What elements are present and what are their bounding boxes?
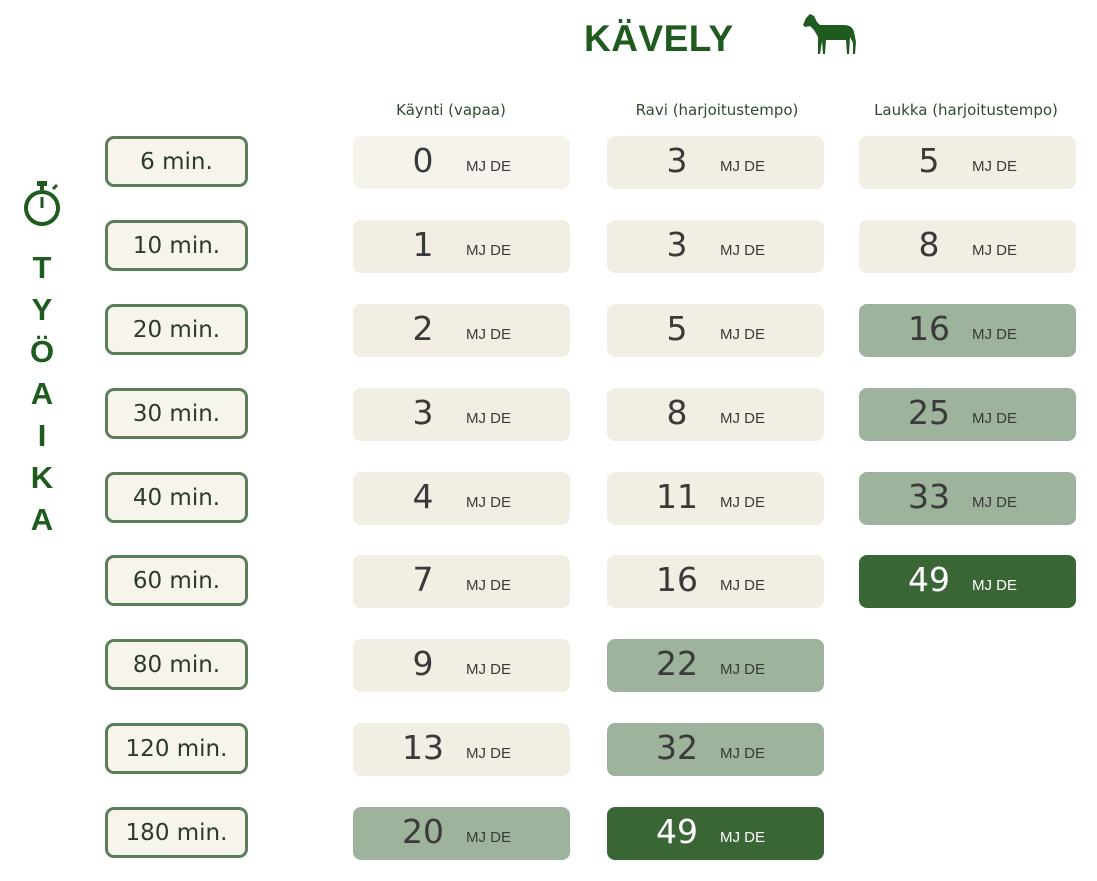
ravi-cell: 3 MJ DE bbox=[607, 220, 824, 273]
ravi-value: 3 bbox=[666, 225, 688, 264]
ravi-value: 16 bbox=[656, 560, 698, 599]
unit-label: MJ DE bbox=[972, 410, 1017, 427]
unit-label: MJ DE bbox=[720, 242, 765, 259]
unit-label: MJ DE bbox=[466, 829, 511, 846]
unit-label: MJ DE bbox=[720, 577, 765, 594]
kaynti-value: 2 bbox=[412, 309, 434, 348]
unit-label: MJ DE bbox=[720, 661, 765, 678]
kaynti-cell: 2 MJ DE bbox=[353, 304, 570, 357]
unit-label: MJ DE bbox=[466, 326, 511, 343]
horse-icon bbox=[803, 14, 856, 54]
vertical-letter: Ö bbox=[29, 334, 55, 369]
laukka-value: 25 bbox=[908, 393, 950, 432]
vertical-letter: A bbox=[30, 502, 54, 537]
ravi-cell: 8 MJ DE bbox=[607, 388, 824, 441]
kaynti-cell: 13 MJ DE bbox=[353, 723, 570, 776]
laukka-value: 49 bbox=[908, 560, 950, 599]
time-box: 60 min. bbox=[105, 555, 248, 606]
vertical-letter: Y bbox=[31, 292, 53, 327]
ravi-value: 5 bbox=[666, 309, 688, 348]
kaynti-cell: 7 MJ DE bbox=[353, 555, 570, 608]
time-box: 6 min. bbox=[105, 136, 248, 187]
ravi-value: 49 bbox=[656, 812, 698, 851]
kaynti-cell: 20 MJ DE bbox=[353, 807, 570, 860]
ravi-cell: 22 MJ DE bbox=[607, 639, 824, 692]
unit-label: MJ DE bbox=[466, 410, 511, 427]
laukka-value: 5 bbox=[918, 141, 940, 180]
time-box: 40 min. bbox=[105, 472, 248, 523]
unit-label: MJ DE bbox=[720, 158, 765, 175]
unit-label: MJ DE bbox=[720, 410, 765, 427]
unit-label: MJ DE bbox=[466, 745, 511, 762]
laukka-cell: 33 MJ DE bbox=[859, 472, 1076, 525]
laukka-cell: 49 MJ DE bbox=[859, 555, 1076, 608]
vertical-letter: T bbox=[32, 250, 52, 285]
kaynti-cell: 1 MJ DE bbox=[353, 220, 570, 273]
vertical-letter: I bbox=[37, 418, 47, 453]
vertical-letter: A bbox=[30, 376, 54, 411]
column-header-ravi: Ravi (harjoitustempo) bbox=[635, 101, 799, 119]
kaynti-cell: 0 MJ DE bbox=[353, 136, 570, 189]
unit-label: MJ DE bbox=[720, 494, 765, 511]
laukka-cell: 25 MJ DE bbox=[859, 388, 1076, 441]
laukka-value: 16 bbox=[908, 309, 950, 348]
unit-label: MJ DE bbox=[972, 326, 1017, 343]
time-box: 30 min. bbox=[105, 388, 248, 439]
unit-label: MJ DE bbox=[720, 326, 765, 343]
kaynti-value: 7 bbox=[412, 560, 434, 599]
time-box: 10 min. bbox=[105, 220, 248, 271]
unit-label: MJ DE bbox=[972, 158, 1017, 175]
kaynti-value: 9 bbox=[412, 644, 434, 683]
kaynti-value: 20 bbox=[402, 812, 444, 851]
kaynti-cell: 3 MJ DE bbox=[353, 388, 570, 441]
column-header-kaynti: Käynti (vapaa) bbox=[396, 101, 506, 119]
time-box: 180 min. bbox=[105, 807, 248, 858]
ravi-cell: 11 MJ DE bbox=[607, 472, 824, 525]
unit-label: MJ DE bbox=[720, 745, 765, 762]
unit-label: MJ DE bbox=[972, 577, 1017, 594]
laukka-value: 33 bbox=[908, 477, 950, 516]
page-title: KÄVELY bbox=[584, 18, 734, 59]
unit-label: MJ DE bbox=[972, 494, 1017, 511]
stopwatch-icon bbox=[24, 181, 60, 226]
unit-label: MJ DE bbox=[720, 829, 765, 846]
laukka-cell: 5 MJ DE bbox=[859, 136, 1076, 189]
vertical-letter: K bbox=[30, 460, 54, 495]
laukka-cell: 8 MJ DE bbox=[859, 220, 1076, 273]
kaynti-cell: 4 MJ DE bbox=[353, 472, 570, 525]
ravi-cell: 3 MJ DE bbox=[607, 136, 824, 189]
kaynti-value: 1 bbox=[412, 225, 434, 264]
kaynti-value: 0 bbox=[412, 141, 434, 180]
laukka-cell: 16 MJ DE bbox=[859, 304, 1076, 357]
laukka-value: 8 bbox=[918, 225, 940, 264]
time-box: 80 min. bbox=[105, 639, 248, 690]
kaynti-value: 4 bbox=[412, 477, 434, 516]
kaynti-value: 3 bbox=[412, 393, 434, 432]
column-header-laukka: Laukka (harjoitustempo) bbox=[874, 101, 1058, 119]
unit-label: MJ DE bbox=[466, 494, 511, 511]
ravi-value: 11 bbox=[656, 477, 698, 516]
ravi-value: 32 bbox=[656, 728, 698, 767]
vertical-label: T Y Ö A I K A bbox=[23, 247, 61, 541]
ravi-cell: 32 MJ DE bbox=[607, 723, 824, 776]
unit-label: MJ DE bbox=[466, 661, 511, 678]
ravi-value: 8 bbox=[666, 393, 688, 432]
ravi-cell: 5 MJ DE bbox=[607, 304, 824, 357]
unit-label: MJ DE bbox=[972, 242, 1017, 259]
unit-label: MJ DE bbox=[466, 577, 511, 594]
kaynti-value: 13 bbox=[402, 728, 444, 767]
unit-label: MJ DE bbox=[466, 158, 511, 175]
kaynti-cell: 9 MJ DE bbox=[353, 639, 570, 692]
ravi-cell: 16 MJ DE bbox=[607, 555, 824, 608]
ravi-cell: 49 MJ DE bbox=[607, 807, 824, 860]
unit-label: MJ DE bbox=[466, 242, 511, 259]
time-box: 120 min. bbox=[105, 723, 248, 774]
time-box: 20 min. bbox=[105, 304, 248, 355]
ravi-value: 22 bbox=[656, 644, 698, 683]
ravi-value: 3 bbox=[666, 141, 688, 180]
